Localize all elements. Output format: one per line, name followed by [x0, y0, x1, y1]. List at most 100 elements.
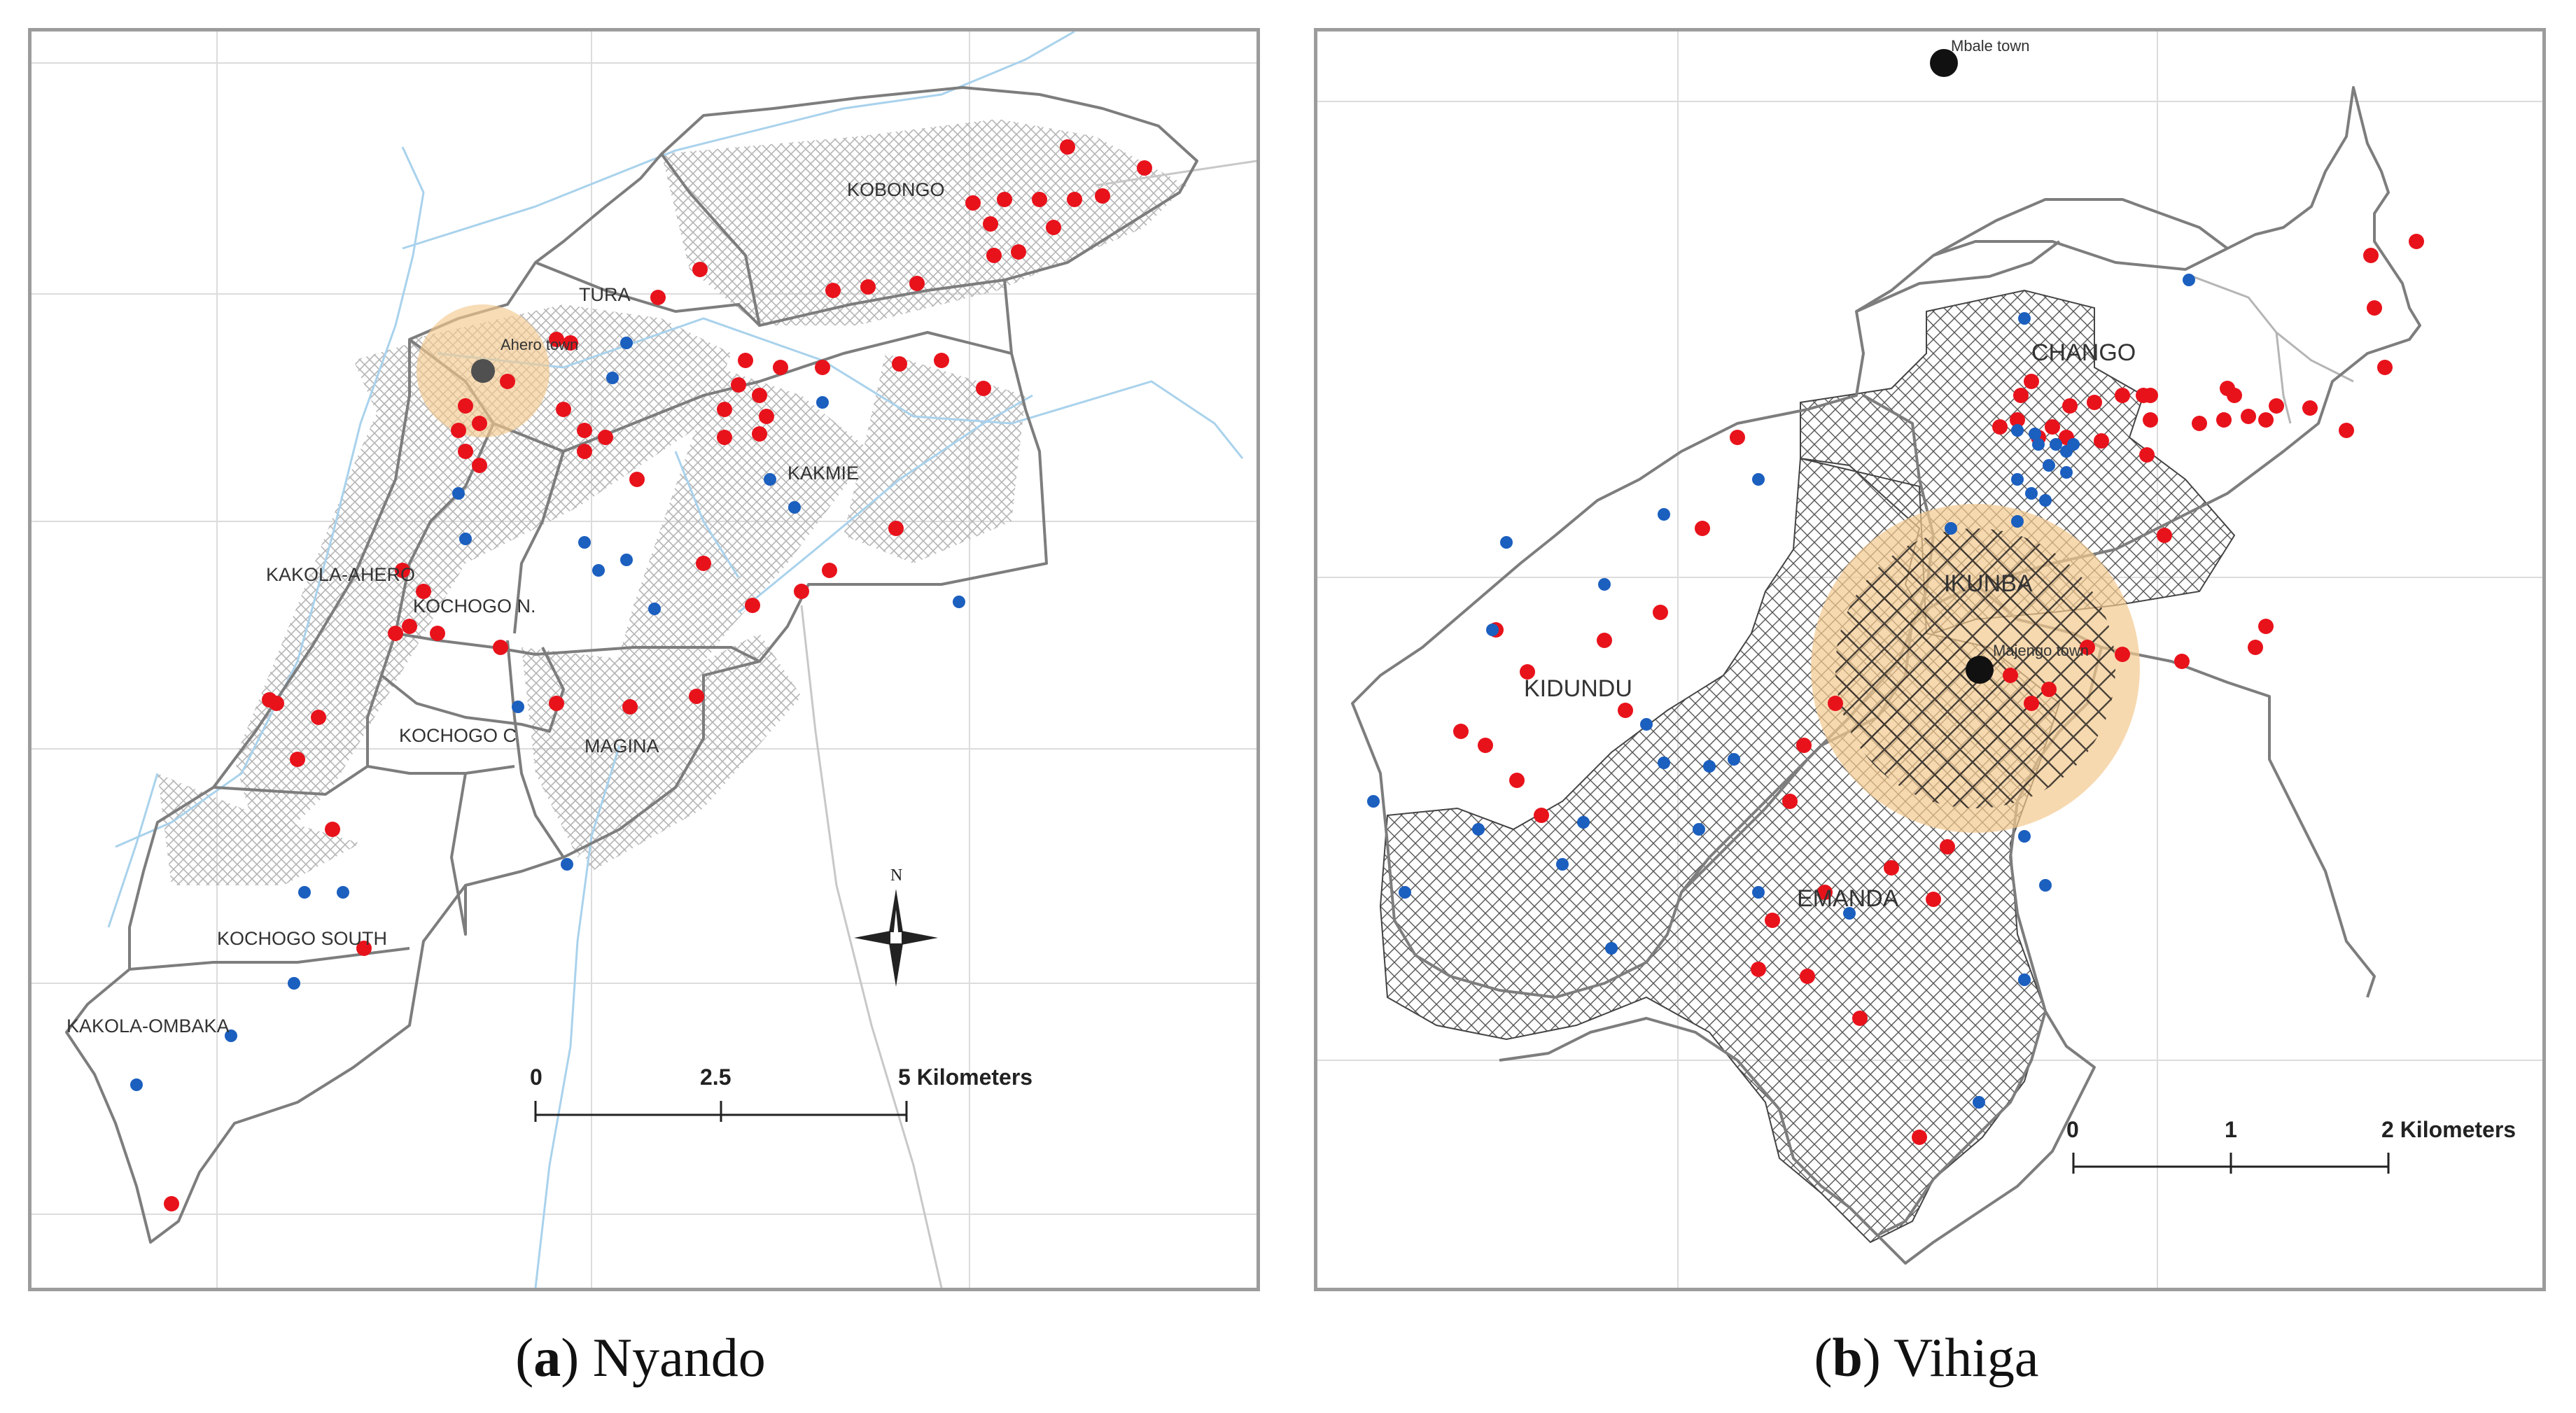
blue-sample-point — [1577, 816, 1590, 829]
blue-sample-point — [2032, 438, 2045, 451]
blue-sample-point — [512, 701, 524, 713]
rivers — [107, 31, 1244, 1288]
blue-sample-point — [2018, 312, 2031, 325]
red-sample-point — [1534, 808, 1549, 823]
red-sample-point — [2024, 374, 2039, 389]
blue-sample-point — [1752, 886, 1765, 899]
town-label-majengo: Majengo town — [1993, 642, 2089, 659]
scale-tick-0: 0 — [530, 1064, 542, 1090]
red-sample-point — [983, 216, 998, 232]
red-sample-point — [311, 710, 326, 725]
blue-sample-point — [578, 536, 591, 549]
red-sample-point — [472, 458, 487, 473]
red-sample-point — [2024, 696, 2039, 711]
blue-sample-point — [337, 886, 349, 899]
red-sample-point — [493, 640, 508, 655]
red-sample-point — [2157, 528, 2172, 543]
hatched-zones — [158, 119, 1186, 885]
blue-sample-point — [561, 858, 573, 871]
blue-sample-point — [225, 1029, 237, 1042]
red-sample-point — [2139, 447, 2155, 463]
scale-tick-end: 2 Kilometers — [2381, 1117, 2516, 1142]
blue-sample-point — [1367, 795, 1380, 808]
blue-sample-point — [1640, 718, 1653, 731]
red-sample-point — [717, 430, 732, 445]
north-arrow-icon: N — [854, 866, 938, 987]
red-sample-point — [976, 381, 991, 396]
red-sample-point — [892, 356, 907, 372]
red-sample-point — [577, 444, 592, 459]
road — [1095, 160, 1256, 187]
blue-sample-point — [788, 501, 801, 514]
red-sample-point — [2192, 416, 2207, 431]
red-sample-point — [650, 290, 666, 305]
red-sample-point — [752, 388, 767, 403]
red-sample-point — [1095, 188, 1110, 204]
vihiga-map: Mbale town Majengo town CHANGO IKUNBA KI… — [1317, 31, 2542, 1288]
red-sample-point — [1060, 139, 1075, 155]
region-label-emanda: EMANDA — [1797, 885, 1899, 912]
red-sample-point — [692, 262, 708, 277]
town-label-mbale: Mbale town — [1951, 37, 2030, 55]
blue-sample-point — [1486, 624, 1499, 636]
blue-sample-point — [130, 1078, 143, 1091]
blue-sample-point — [2060, 466, 2073, 479]
region-label-ikunba: IKUNBA — [1944, 570, 2033, 597]
red-sample-point — [1926, 892, 1941, 907]
town-marker-majengo — [1966, 656, 1994, 684]
red-sample-point — [815, 360, 830, 375]
red-sample-point — [269, 696, 284, 711]
blue-sample-point — [2018, 973, 2031, 986]
red-sample-point — [888, 521, 904, 536]
red-sample-point — [1046, 220, 1061, 235]
red-sample-point — [1509, 773, 1525, 788]
red-sample-point — [598, 430, 613, 445]
blue-sample-point — [2011, 473, 2024, 486]
red-sample-point — [402, 619, 417, 634]
red-sample-point — [822, 563, 837, 578]
red-sample-point — [1453, 724, 1469, 739]
red-sample-point — [2094, 433, 2109, 449]
sample-points — [1367, 234, 2424, 1145]
caption-vihiga: (b) Vihiga — [1814, 1327, 2039, 1388]
region-label-kakmie: KAKMIE — [788, 463, 859, 484]
region-label-magina: MAGINA — [584, 736, 659, 757]
red-sample-point — [2258, 619, 2274, 634]
red-sample-point — [472, 416, 487, 431]
red-sample-point — [773, 360, 788, 375]
red-sample-point — [2143, 412, 2158, 428]
red-sample-point — [451, 423, 466, 438]
caption-name: Vihiga — [1893, 1327, 2039, 1388]
red-sample-point — [825, 283, 841, 298]
red-sample-point — [1992, 419, 2008, 435]
red-sample-point — [2010, 412, 2025, 428]
red-sample-point — [2241, 409, 2256, 424]
blue-sample-point — [2039, 494, 2052, 507]
red-sample-point — [1730, 430, 1745, 445]
red-sample-point — [563, 335, 578, 351]
red-sample-point — [1597, 633, 1612, 648]
blue-sample-point — [2183, 274, 2195, 286]
red-sample-point — [1817, 885, 1833, 900]
red-sample-point — [2013, 388, 2029, 403]
blue-sample-point — [2050, 438, 2062, 451]
scale-tick-mid: 2.5 — [700, 1064, 731, 1090]
blue-sample-point — [1658, 757, 1670, 769]
red-sample-point — [1695, 521, 1710, 536]
red-sample-point — [2115, 388, 2130, 403]
red-sample-point — [717, 402, 732, 417]
blue-sample-point — [1556, 858, 1569, 871]
red-sample-point — [2339, 423, 2354, 438]
blue-sample-point — [298, 886, 311, 899]
road — [800, 605, 943, 1288]
blue-sample-point — [1598, 578, 1611, 591]
red-sample-point — [997, 192, 1012, 207]
blue-sample-point — [1752, 473, 1765, 486]
red-sample-point — [2174, 654, 2190, 669]
blue-sample-point — [1500, 536, 1513, 549]
red-sample-point — [1912, 1130, 1927, 1145]
red-sample-point — [2087, 395, 2102, 410]
region-label-tura: TURA — [579, 284, 631, 305]
red-sample-point — [356, 941, 372, 956]
red-sample-point — [2269, 398, 2284, 414]
